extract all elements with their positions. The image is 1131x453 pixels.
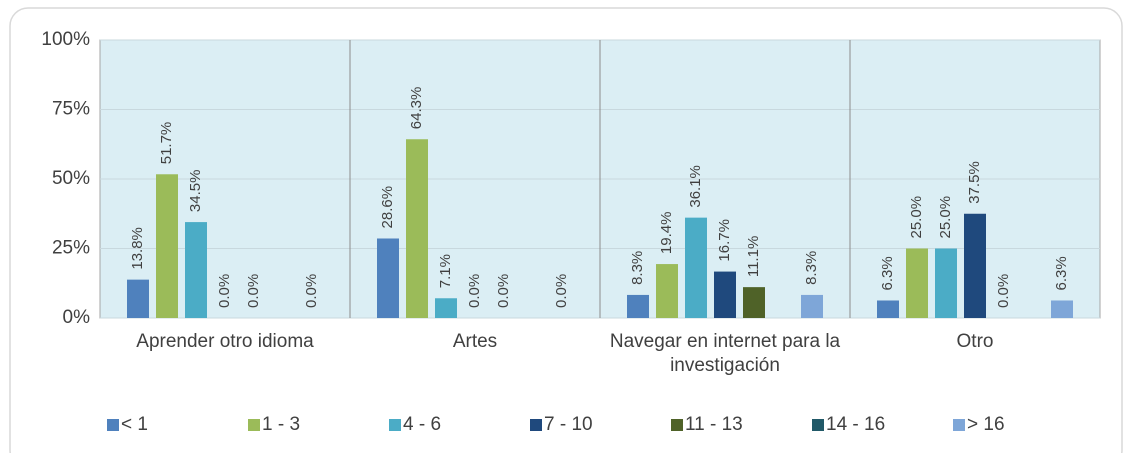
bar: [627, 294, 649, 318]
bar: [656, 264, 678, 318]
value-label: 34.5%: [187, 170, 204, 213]
bar: [377, 238, 399, 318]
value-label: 8.3%: [803, 251, 820, 285]
bar: [743, 287, 765, 318]
value-label: 0.0%: [495, 274, 512, 308]
value-label: 16.7%: [716, 219, 733, 262]
bar: [714, 271, 736, 318]
value-label: 25.0%: [908, 196, 925, 239]
legend-swatch: [671, 419, 683, 431]
legend-swatch: [389, 419, 401, 431]
legend-label: 7 - 10: [544, 414, 593, 435]
value-label: 0.0%: [216, 274, 233, 308]
legend-swatch: [530, 419, 542, 431]
legend-label: 4 - 6: [403, 414, 441, 435]
value-label: 0.0%: [245, 274, 262, 308]
bar: [1051, 300, 1073, 318]
bar: [156, 174, 178, 318]
bar: [877, 300, 899, 318]
y-tick-label: 75%: [52, 99, 90, 120]
legend-label: 1 - 3: [262, 414, 300, 435]
legend-swatch: [248, 419, 260, 431]
value-label: 51.7%: [158, 122, 175, 165]
value-label: 19.4%: [658, 212, 675, 255]
value-label: 0.0%: [303, 274, 320, 308]
x-tick-label: Aprender otro idioma: [136, 331, 314, 352]
y-tick-label: 100%: [41, 29, 90, 50]
bar: [127, 279, 149, 318]
bar: [801, 294, 823, 318]
value-label: 0.0%: [995, 274, 1012, 308]
value-label: 7.1%: [437, 254, 454, 288]
value-label: 0.0%: [466, 274, 483, 308]
x-tick-label: Otro: [956, 331, 994, 352]
value-label: 8.3%: [629, 251, 646, 285]
legend-swatch: [812, 419, 824, 431]
legend-label: > 16: [967, 414, 1005, 435]
bar: [906, 248, 928, 318]
bar: [685, 217, 707, 318]
value-label: 0.0%: [553, 274, 570, 308]
y-tick-label: 0%: [63, 307, 91, 328]
y-tick-label: 25%: [52, 238, 90, 259]
bar: [435, 298, 457, 318]
bar: [935, 248, 957, 318]
value-label: 6.3%: [879, 256, 896, 290]
value-label: 36.1%: [687, 165, 704, 208]
x-tick-label: Artes: [452, 331, 498, 352]
bar: [964, 213, 986, 318]
value-label: 37.5%: [966, 161, 983, 204]
frame: [9, 7, 1123, 453]
legend-label: 14 - 16: [826, 414, 885, 435]
value-label: 64.3%: [408, 87, 425, 130]
legend-swatch: [953, 419, 965, 431]
x-tick-label: Navegar en internet para la investigació…: [609, 331, 841, 376]
value-label: 6.3%: [1053, 256, 1070, 290]
bar: [406, 139, 428, 318]
bar: [185, 222, 207, 318]
legend-label: < 1: [121, 414, 148, 435]
legend-label: 11 - 13: [685, 414, 743, 435]
value-label: 13.8%: [129, 227, 146, 270]
y-tick-label: 50%: [52, 168, 90, 189]
value-label: 28.6%: [379, 186, 396, 229]
legend-swatch: [107, 419, 119, 431]
value-label: 25.0%: [937, 196, 954, 239]
value-label: 11.1%: [745, 236, 762, 277]
